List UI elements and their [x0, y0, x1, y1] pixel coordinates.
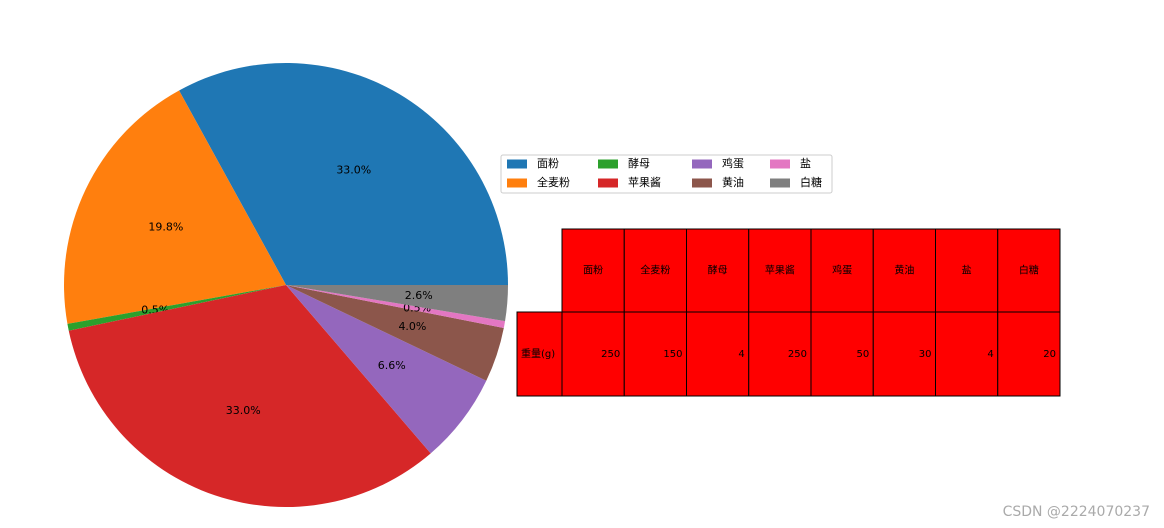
data-cell [810, 311, 874, 397]
data-cell [623, 311, 687, 397]
header-cell [686, 228, 750, 313]
slice-label: 33.0% [226, 404, 261, 417]
data-cell [686, 311, 750, 397]
column-header: 面粉 [583, 264, 603, 277]
pie-slice [68, 285, 431, 507]
cell-value: 4 [738, 349, 744, 360]
cell-value: 250 [601, 349, 620, 360]
header-cell [810, 228, 874, 313]
column-header: 黄油 [894, 264, 914, 277]
legend-swatch [770, 159, 790, 169]
column-header: 鸡蛋 [832, 264, 852, 277]
pie-slice [286, 285, 506, 328]
legend-label: 面粉 [537, 157, 559, 170]
legend-swatch [507, 178, 527, 188]
pie-slice [179, 63, 508, 286]
column-header: 全麦粉 [640, 264, 670, 277]
legend-swatch [770, 178, 790, 188]
watermark: CSDN @2224070237 [1003, 504, 1150, 520]
slice-label: 2.6% [405, 289, 433, 302]
legend-label: 鸡蛋 [722, 156, 744, 170]
legend-swatch [598, 178, 618, 188]
data-cell [748, 311, 812, 397]
legend-label: 苹果酱 [628, 175, 661, 189]
cell-value: 150 [663, 349, 682, 360]
cell-value: 50 [857, 349, 870, 360]
data-cell [561, 311, 625, 397]
header-cell [997, 228, 1061, 313]
pie-slice [286, 285, 487, 454]
legend-label: 白糖 [800, 175, 822, 189]
legend-swatch [692, 159, 712, 169]
pie-slice [63, 90, 286, 324]
slice-label: 4.0% [398, 320, 426, 333]
header-cell [935, 228, 999, 313]
legend-swatch [692, 178, 712, 188]
row-label-cell [516, 311, 563, 397]
row-label: 重量(g) [521, 347, 555, 360]
column-header: 苹果酱 [765, 264, 795, 277]
slice-label: 33.0% [336, 163, 371, 176]
column-header: 白糖 [1019, 264, 1039, 277]
data-cell [872, 311, 936, 397]
cell-value: 250 [788, 349, 807, 360]
legend-label: 全麦粉 [537, 175, 570, 189]
column-header: 盐 [962, 264, 972, 277]
legend-label: 黄油 [722, 175, 744, 189]
slice-label: 19.8% [148, 221, 183, 234]
legend-box [500, 154, 833, 194]
legend-swatch [507, 159, 527, 169]
pie-slice [286, 285, 508, 322]
legend-label: 酵母 [628, 157, 650, 170]
data-cell [935, 311, 999, 397]
pie-slice [286, 285, 504, 381]
slice-label: 6.6% [378, 359, 406, 372]
data-cell [997, 311, 1061, 397]
header-cell [623, 228, 687, 313]
cell-value: 20 [1043, 349, 1056, 360]
cell-value: 4 [987, 349, 993, 360]
legend-label: 盐 [800, 157, 811, 170]
legend-swatch [598, 159, 618, 169]
pie-slice [67, 285, 286, 331]
column-header: 酵母 [708, 265, 728, 277]
header-cell [872, 228, 936, 313]
cell-value: 30 [919, 349, 932, 360]
